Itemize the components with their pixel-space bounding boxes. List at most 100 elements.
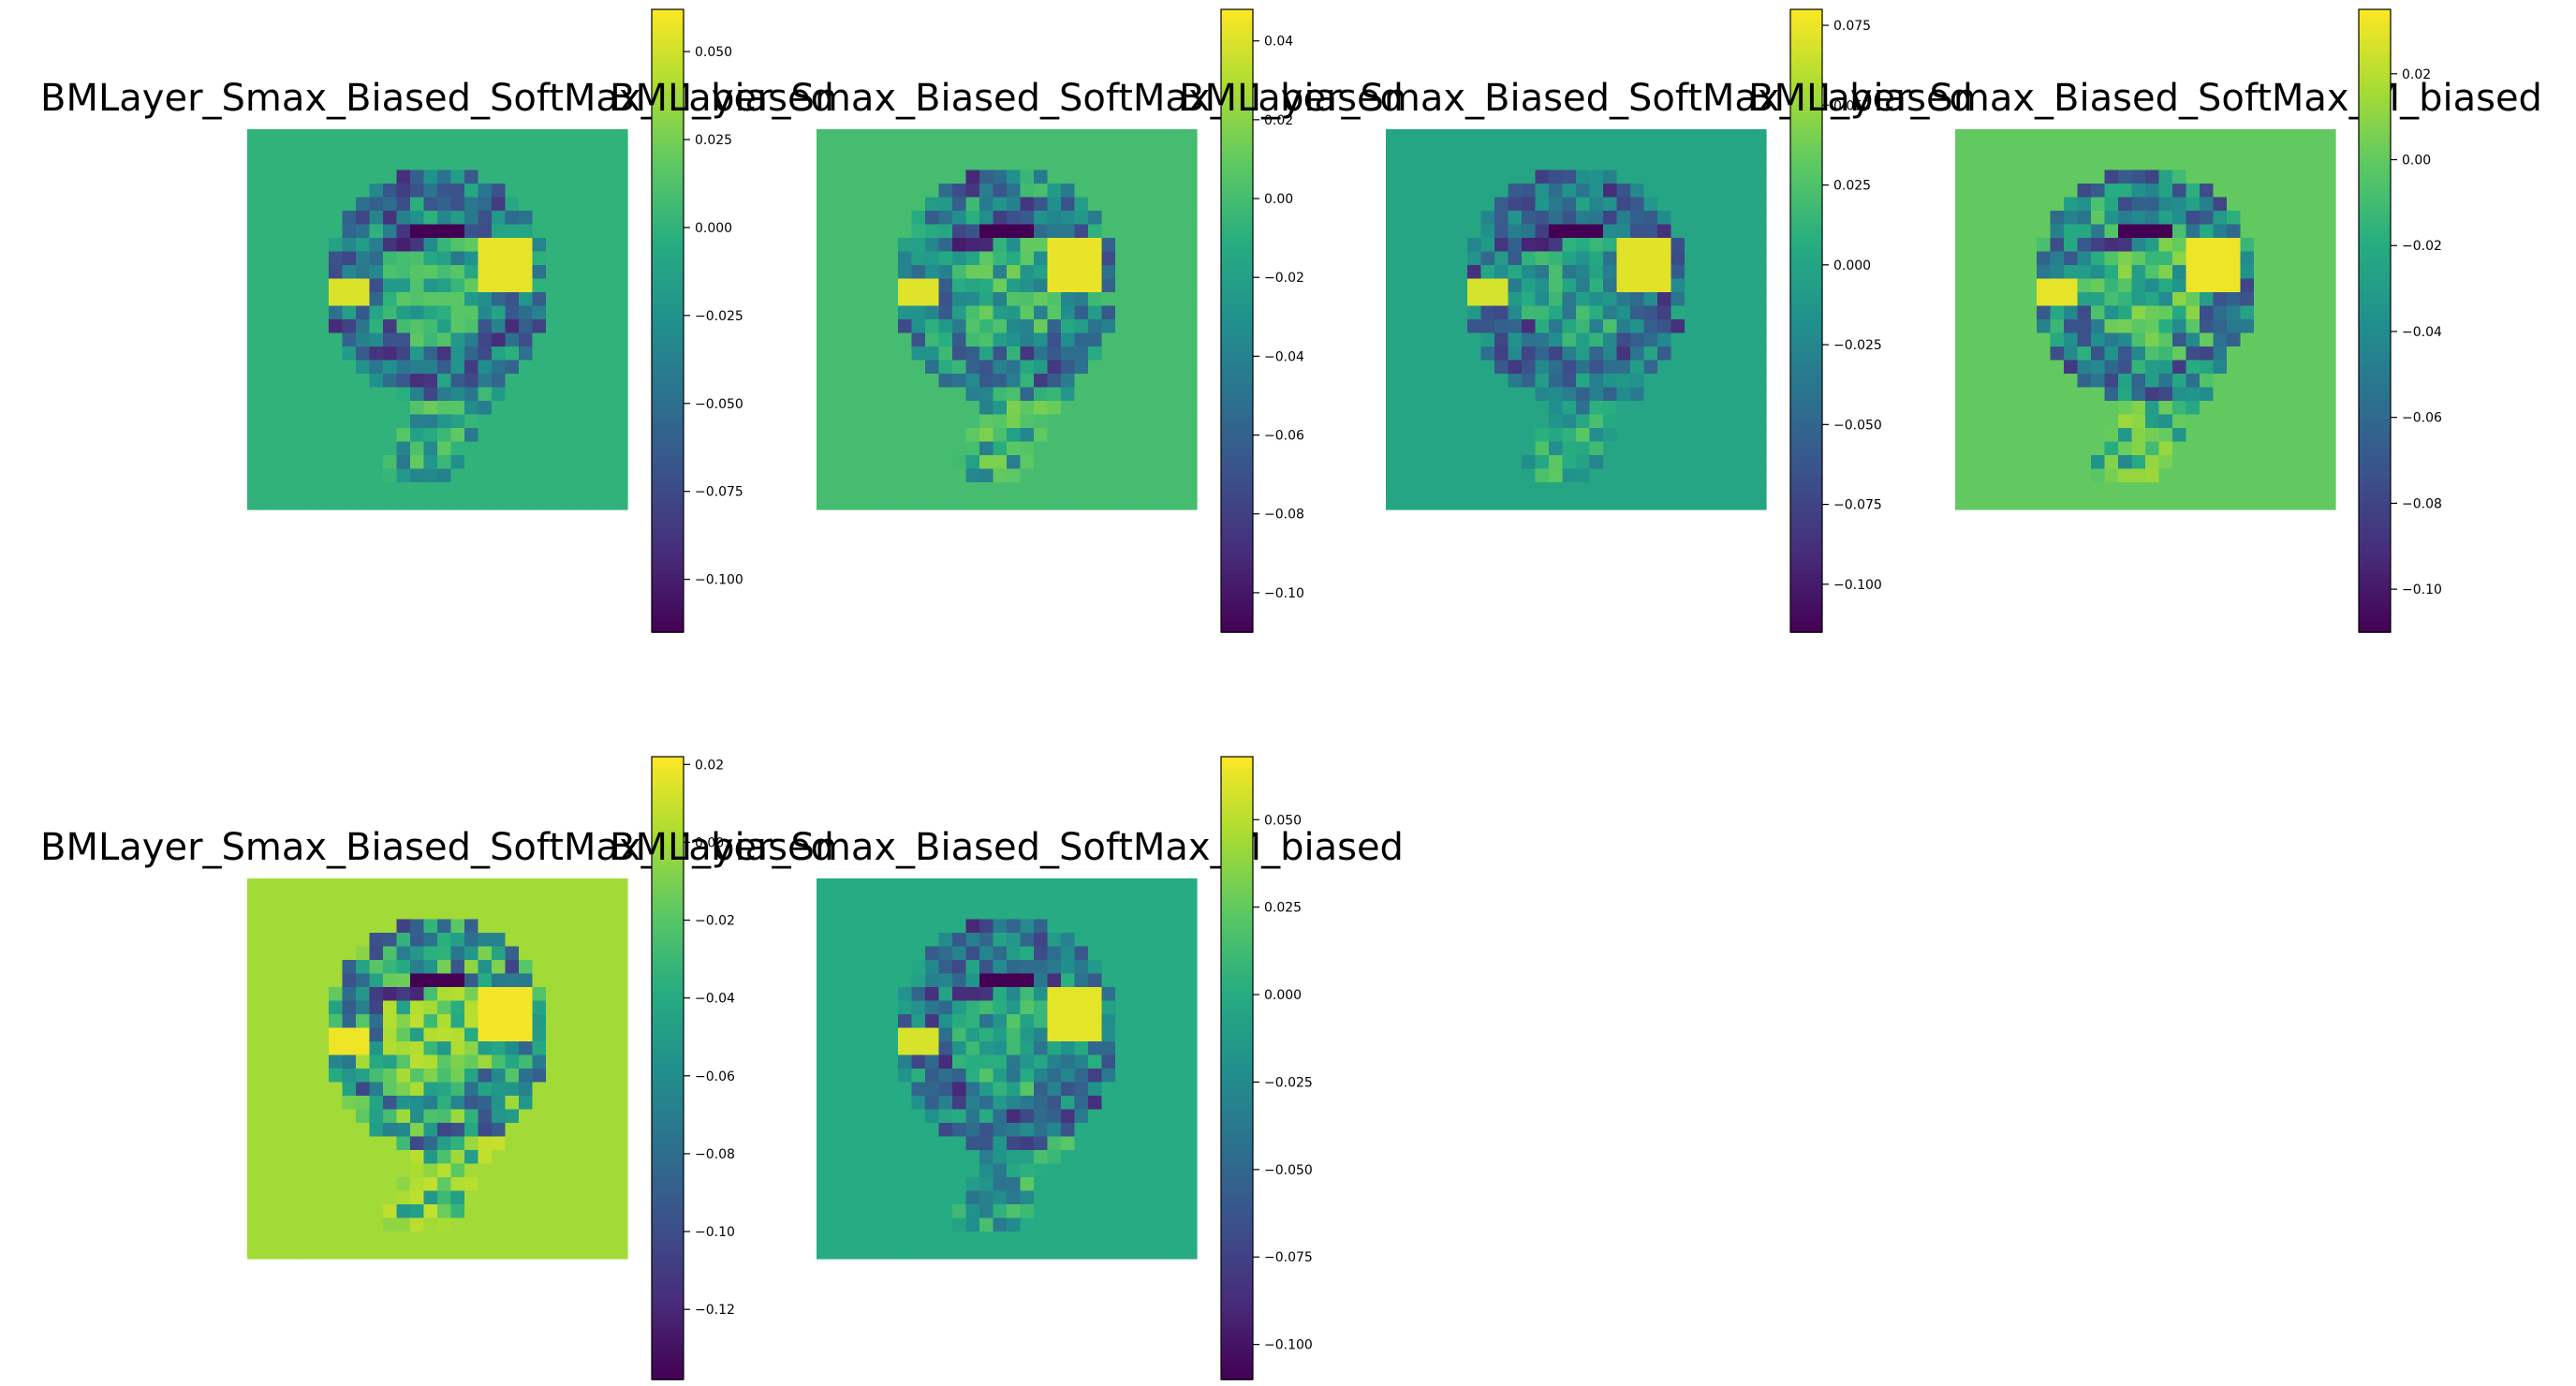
heatmap-cell xyxy=(993,156,1008,171)
heatmap-cell xyxy=(505,265,520,280)
colorbar-segment xyxy=(2359,201,2391,208)
heatmap-cell xyxy=(898,170,913,184)
heatmap-cell xyxy=(2077,156,2092,171)
heatmap-cell xyxy=(857,197,872,212)
heatmap-cell xyxy=(871,1054,886,1069)
heatmap-cell xyxy=(1142,428,1157,443)
heatmap-cell xyxy=(1467,346,1482,361)
heatmap-cell xyxy=(1128,973,1143,988)
heatmap-cell xyxy=(478,973,493,988)
heatmap-cell xyxy=(1453,495,1468,510)
colorbar-segment xyxy=(652,471,684,478)
heatmap-cell xyxy=(1399,468,1414,483)
heatmap-cell xyxy=(1386,251,1401,266)
heatmap-cell xyxy=(1549,428,1564,443)
heatmap-cell xyxy=(559,1204,574,1219)
colorbar-segment xyxy=(2359,102,2391,110)
heatmap-cell xyxy=(2145,482,2160,497)
heatmap-cell xyxy=(1603,495,1618,510)
heatmap-cell xyxy=(830,414,845,429)
heatmap-cell xyxy=(532,170,547,184)
heatmap-cell xyxy=(437,495,452,510)
heatmap-cell xyxy=(1440,455,1455,470)
heatmap-cell xyxy=(532,360,547,375)
heatmap-cell xyxy=(437,1245,452,1260)
heatmap-cell xyxy=(871,946,886,961)
heatmap-cell xyxy=(423,197,438,212)
heatmap-cell xyxy=(1725,428,1740,443)
heatmap-cell xyxy=(884,892,899,907)
heatmap-cell xyxy=(1522,265,1537,280)
heatmap-cell xyxy=(505,129,520,144)
heatmap-cell xyxy=(464,184,479,199)
heatmap-cell xyxy=(1101,428,1116,443)
heatmap-cell xyxy=(315,1150,330,1165)
heatmap-cell xyxy=(519,1109,534,1124)
heatmap-cell xyxy=(2023,401,2038,416)
heatmap-cell xyxy=(302,1231,316,1246)
colorbar-segment xyxy=(652,419,684,426)
heatmap-cell xyxy=(302,360,316,375)
heatmap-cell xyxy=(993,401,1008,416)
heatmap-cell xyxy=(519,919,534,934)
heatmap-cell xyxy=(329,1000,344,1015)
heatmap-cell xyxy=(1685,184,1700,199)
heatmap-cell xyxy=(1128,211,1143,226)
heatmap-cell xyxy=(979,892,994,907)
heatmap-cell xyxy=(600,346,615,361)
heatmap-cell xyxy=(437,374,452,389)
heatmap-cell xyxy=(396,455,411,470)
heatmap-cell xyxy=(464,455,479,470)
heatmap-cell xyxy=(1128,906,1143,921)
heatmap-cell xyxy=(274,305,289,320)
heatmap-cell xyxy=(1061,360,1076,375)
heatmap-cell xyxy=(586,265,601,280)
colorbar-tick-label: 0.000 xyxy=(1833,258,1871,273)
heatmap-cell xyxy=(315,973,330,988)
heatmap-cell xyxy=(1739,455,1754,470)
heatmap-cell xyxy=(2213,482,2228,497)
heatmap-cell xyxy=(1630,211,1645,226)
colorbar-segment xyxy=(652,1265,684,1272)
heatmap-cell xyxy=(1657,251,1672,266)
heatmap-cell xyxy=(1183,1041,1198,1056)
heatmap-cell xyxy=(383,973,398,988)
heatmap-cell xyxy=(464,387,479,402)
colorbar-segment xyxy=(1221,611,1253,618)
heatmap-cell xyxy=(2009,305,2024,320)
heatmap-cell xyxy=(2131,482,2146,497)
heatmap-cell xyxy=(898,906,913,921)
heatmap-cell xyxy=(1047,401,1062,416)
heatmap-cell xyxy=(600,495,615,510)
heatmap-cell xyxy=(532,933,547,948)
colorbar-segment xyxy=(2359,518,2391,524)
heatmap-cell xyxy=(383,1136,398,1151)
heatmap-cell xyxy=(505,292,520,307)
heatmap-cell xyxy=(844,441,859,456)
heatmap-cell xyxy=(1589,401,1604,416)
heatmap-cell xyxy=(532,1231,547,1246)
heatmap-cell xyxy=(260,1231,275,1246)
heatmap-cell xyxy=(315,401,330,416)
heatmap-cell xyxy=(1630,238,1645,253)
heatmap-cell xyxy=(464,292,479,307)
heatmap-cell xyxy=(1562,495,1577,510)
heatmap-cell xyxy=(423,387,438,402)
heatmap-cell xyxy=(898,156,913,171)
heatmap-cell xyxy=(1494,387,1509,402)
heatmap-cell xyxy=(2037,468,2052,483)
heatmap-cell xyxy=(546,1150,561,1165)
heatmap-cell xyxy=(830,1054,845,1069)
heatmap-cell xyxy=(857,129,872,144)
heatmap-cell xyxy=(247,156,262,171)
heatmap-cell xyxy=(586,346,601,361)
heatmap-cell xyxy=(1007,211,1022,226)
colorbar-segment xyxy=(652,341,684,348)
heatmap-cell xyxy=(1671,319,1685,334)
heatmap-cell xyxy=(1440,360,1455,375)
heatmap-cell xyxy=(302,224,316,239)
heatmap-cell xyxy=(1183,1027,1198,1042)
heatmap-cell xyxy=(600,468,615,483)
heatmap-cell xyxy=(1128,238,1143,253)
heatmap-cell xyxy=(1603,238,1618,253)
